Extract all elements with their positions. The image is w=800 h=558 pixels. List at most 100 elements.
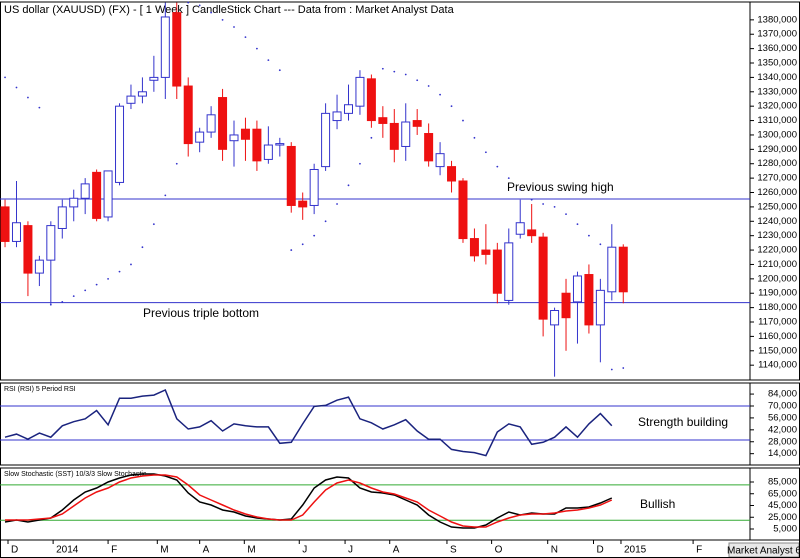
source: Market Analyst 6	[727, 546, 800, 557]
sar-dot	[393, 70, 396, 73]
y-tick-label: 1240,000	[757, 216, 797, 227]
candle-body	[412, 120, 422, 127]
sar-dot	[553, 205, 556, 208]
candle-body	[46, 225, 56, 261]
y-tick-label: 45,000	[768, 500, 797, 511]
x-tick-label: N	[551, 545, 558, 556]
candle-body	[492, 249, 502, 294]
candle-body	[240, 128, 250, 140]
y-tick-label: 1230,000	[757, 230, 797, 241]
y-tick-label: 1170,000	[758, 317, 797, 328]
sar-dot	[301, 243, 304, 246]
candle-body	[183, 85, 193, 145]
annotation: Previous swing high	[507, 180, 614, 194]
sar-dot	[610, 368, 613, 371]
candle-body	[595, 289, 605, 326]
y-tick-label: 84,000	[768, 389, 797, 400]
sar-dot	[256, 47, 258, 50]
y-tick-label: 1190,000	[758, 288, 797, 299]
candle-body	[149, 76, 159, 81]
y-tick-label: 1200,000	[757, 273, 797, 284]
y-tick-label: 1310,000	[757, 115, 797, 126]
y-tick-label: 42,000	[768, 424, 797, 435]
candle-body	[366, 78, 376, 122]
sar-dot	[221, 18, 224, 21]
x-tick-label: J	[348, 545, 353, 556]
x-tick-label: 2015	[624, 545, 647, 556]
sar-dot	[267, 59, 270, 62]
sar-dot	[152, 223, 155, 226]
candle-body	[607, 246, 617, 293]
x-tick-label: 2014	[56, 545, 79, 556]
x-tick-label: M	[160, 545, 168, 556]
sar-dot	[404, 73, 407, 76]
candle-body	[195, 131, 205, 143]
candle-body	[11, 222, 21, 242]
sar-dot	[15, 86, 18, 89]
sar-dot	[130, 263, 132, 266]
x-tick-label: A	[203, 545, 210, 556]
candle-body	[218, 97, 228, 150]
y-tick-label: 65,000	[768, 488, 797, 499]
y-tick-label: 1290,000	[757, 144, 797, 155]
candle-body	[309, 168, 319, 206]
y-tick-label: 70,000	[768, 401, 797, 412]
candle-body	[103, 170, 113, 218]
candle-body	[298, 200, 308, 208]
sar-dot	[198, 4, 201, 7]
y-tick-label: 1250,000	[757, 201, 797, 212]
y-tick-label: 1150,000	[758, 345, 797, 356]
candle-body	[515, 222, 525, 235]
sar-dot	[507, 177, 510, 180]
candle-body	[527, 229, 537, 237]
sar-dot	[347, 184, 350, 187]
candle-body	[137, 91, 147, 97]
y-tick-label: 1300,000	[757, 129, 797, 140]
sar-dot	[95, 283, 98, 286]
sar-dot	[336, 203, 338, 205]
sar-dot	[164, 194, 167, 197]
candle-body	[332, 111, 342, 122]
candle-body	[126, 95, 136, 104]
candle-body	[572, 275, 582, 303]
sar-dot	[84, 289, 87, 292]
y-tick-label: 1340,000	[757, 72, 797, 83]
x-tick-label: D	[596, 545, 603, 556]
y-tick-label: 1330,000	[757, 86, 797, 97]
sar-dot	[450, 105, 453, 108]
sar-dot	[542, 203, 545, 205]
candle-body	[584, 274, 594, 326]
sar-dot	[622, 367, 625, 369]
y-tick-label: 85,000	[768, 477, 797, 488]
y-tick-label: 1180,000	[758, 302, 797, 313]
y-tick-label: 1270,000	[757, 173, 797, 184]
x-tick-label: F	[696, 545, 702, 556]
candle-body	[343, 104, 353, 114]
y-tick-label: 1370,000	[757, 29, 797, 40]
panel-frame	[0, 1, 800, 381]
candle-body	[618, 246, 628, 293]
y-tick-label: 1210,000	[757, 259, 797, 270]
sar-dot	[118, 270, 121, 273]
y-tick-label: 1350,000	[757, 58, 797, 69]
y-tick-label: 5,000	[773, 524, 797, 535]
sar-dot	[565, 213, 567, 215]
sar-dot	[4, 76, 6, 79]
candle-body	[69, 197, 79, 208]
candle-body	[80, 183, 90, 199]
y-tick-label: 1320,000	[757, 101, 797, 112]
candle-body	[389, 122, 399, 150]
y-tick-label: 28,000	[768, 436, 797, 447]
candle-body	[275, 143, 285, 146]
candle-body	[321, 112, 331, 168]
sar-dot	[519, 188, 522, 191]
sar-dot	[359, 162, 361, 165]
sar-dot	[187, 1, 190, 4]
sar-dot	[210, 11, 213, 14]
candle-body	[504, 242, 514, 301]
sar-dot	[38, 106, 41, 109]
sar-dot	[107, 277, 109, 280]
x-tick-label: J	[302, 545, 307, 556]
